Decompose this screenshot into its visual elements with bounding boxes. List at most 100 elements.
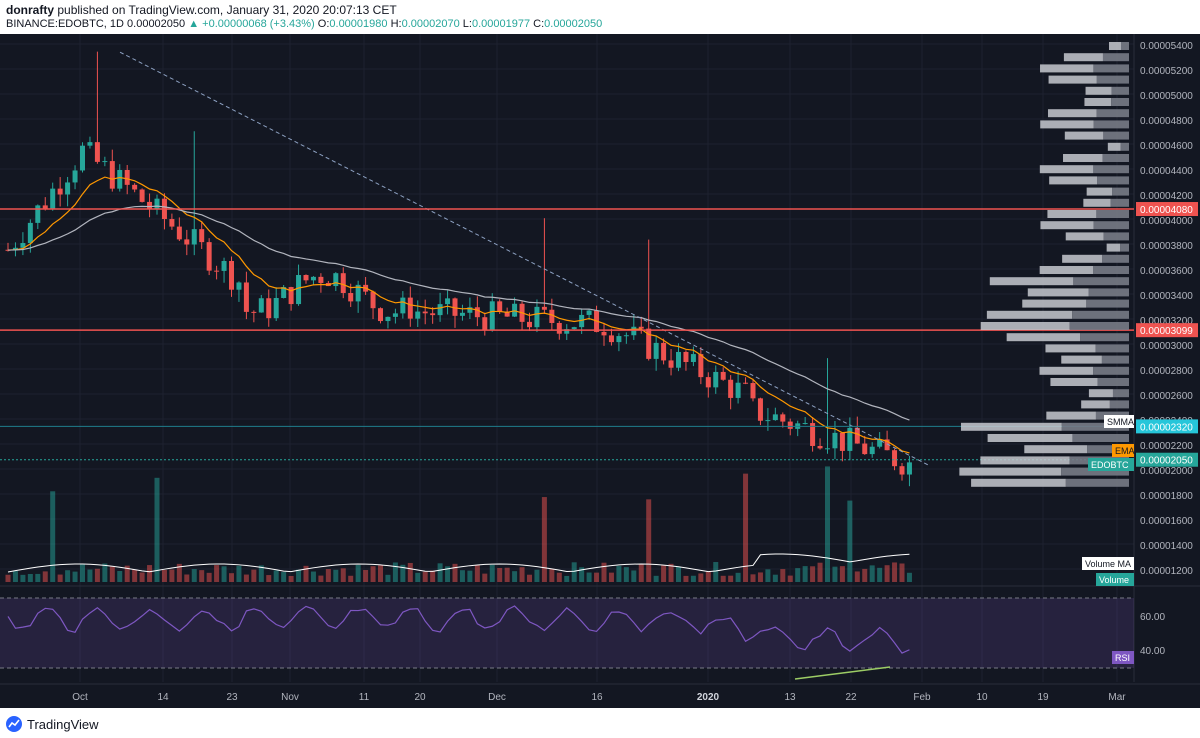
- volume-bar: [892, 562, 898, 582]
- candle-body: [206, 242, 212, 271]
- volume-bar: [325, 569, 331, 582]
- volume-profile-bar: [1097, 378, 1129, 386]
- price-tick-label: 0.00003400: [1140, 291, 1193, 302]
- price-tick-label: 0.00004000: [1140, 216, 1193, 227]
- chart-area[interactable]: 0.00005400 0.00005200 0.00005000 0.00004800…: [0, 34, 1200, 708]
- volume-profile-bar: [989, 277, 1074, 286]
- volume-bar: [765, 569, 771, 582]
- candle-body: [810, 423, 816, 446]
- price-tick-label: 0.00004200: [1140, 191, 1193, 202]
- candle-body: [340, 273, 346, 294]
- volume-bar: [310, 571, 316, 582]
- price-tick-label: 0.00005400: [1140, 41, 1193, 52]
- volume-bar: [139, 572, 145, 582]
- low-label: L:: [462, 18, 472, 30]
- price-chart-svg[interactable]: 0.00005400 0.00005200 0.00005000 0.00004800…: [0, 34, 1200, 708]
- price-tag: [1136, 452, 1198, 467]
- candle-body: [27, 222, 33, 244]
- candle-body: [720, 371, 726, 380]
- time-tick-label: 11: [359, 692, 370, 703]
- tradingview-brand[interactable]: TradingView: [6, 716, 99, 732]
- candle-body: [832, 432, 838, 449]
- candle-body: [415, 311, 421, 319]
- volume-bar: [422, 571, 428, 582]
- volume-bar: [884, 565, 890, 582]
- volume-profile-bar: [1048, 75, 1097, 84]
- high-label: H:: [390, 18, 402, 30]
- volume-profile-bar: [1111, 86, 1129, 95]
- last-price: 0.00002050: [127, 18, 186, 30]
- candle-body: [623, 335, 629, 337]
- volume-profile-bar: [1087, 445, 1129, 454]
- candle-body: [646, 328, 652, 359]
- price-tag: [1136, 202, 1198, 217]
- volume-bar: [378, 565, 383, 582]
- candle-body: [288, 287, 294, 305]
- volume-bar: [556, 572, 562, 582]
- volume-bar: [601, 562, 607, 582]
- volume-profile-bar: [1065, 232, 1104, 241]
- low-value: 0.00001977: [471, 18, 531, 30]
- volume-bar: [452, 563, 458, 582]
- candle-body: [497, 301, 503, 312]
- volume-profile-bar: [1093, 221, 1129, 230]
- candle-body: [534, 306, 540, 328]
- candle-body: [132, 184, 138, 190]
- volume-bar: [847, 500, 853, 582]
- candle-body: [556, 322, 562, 334]
- volume-profile-bar: [1063, 154, 1103, 162]
- volume-bar: [50, 491, 56, 582]
- candle-body: [445, 298, 451, 305]
- volume-profile-bar: [971, 478, 1066, 487]
- publish-line: donrafty published on TradingView.com, J…: [6, 3, 397, 17]
- price-tick-label: 0.00002800: [1140, 366, 1193, 377]
- candle-body: [839, 432, 845, 451]
- volume-profile-bar: [1073, 277, 1129, 286]
- volume-bar: [176, 563, 182, 582]
- volume-bar: [229, 573, 234, 582]
- volume-profile-bar: [1039, 366, 1094, 375]
- candle-body: [527, 321, 532, 328]
- volume-profile-bar: [1072, 434, 1129, 442]
- descending-trendline: [119, 51, 931, 467]
- volume-profile-bar: [1046, 411, 1096, 420]
- time-tick-label: Oct: [72, 692, 88, 703]
- volume-bar: [899, 563, 905, 582]
- volume-bar: [854, 571, 860, 582]
- volume-profile-bar: [1081, 400, 1110, 409]
- candle-body: [35, 205, 41, 223]
- candle-body: [191, 229, 197, 245]
- candle-body: [743, 382, 749, 384]
- candle-body: [489, 301, 495, 330]
- volume-profile-bar: [980, 322, 1070, 330]
- ema-line: [7, 176, 910, 454]
- volume-profile-bar: [1040, 221, 1094, 230]
- series-label-box: [1088, 458, 1134, 471]
- volume-bar: [102, 563, 108, 582]
- volume-profile-bar: [1024, 445, 1088, 454]
- volume-bar: [728, 575, 734, 582]
- price-tick-label: 0.00002600: [1140, 391, 1193, 402]
- open-label: O:: [317, 18, 330, 30]
- author-name[interactable]: donrafty: [6, 3, 54, 17]
- candle-body: [474, 307, 480, 318]
- volume-bar: [415, 572, 421, 582]
- volume-bar: [743, 473, 749, 582]
- candle-body: [236, 282, 242, 290]
- candle-body: [310, 276, 316, 281]
- volume-bar: [236, 565, 242, 582]
- series-label: SMMA: [1107, 417, 1134, 427]
- volume-bar: [214, 565, 220, 582]
- volume-bar: [877, 567, 883, 582]
- volume-bar: [296, 569, 302, 582]
- volume-bar: [191, 569, 197, 582]
- price-tick-label: 0.00001800: [1140, 491, 1193, 502]
- volume-bar: [564, 575, 570, 582]
- candle-body: [333, 273, 339, 287]
- candle-body: [668, 360, 674, 368]
- symbol-name[interactable]: BINANCE:EDOBTC, 1D: [6, 18, 124, 30]
- volume-bar: [437, 563, 443, 582]
- candle-body: [169, 219, 175, 227]
- volume-bar: [199, 570, 205, 582]
- volume-profile-bar: [1062, 254, 1103, 263]
